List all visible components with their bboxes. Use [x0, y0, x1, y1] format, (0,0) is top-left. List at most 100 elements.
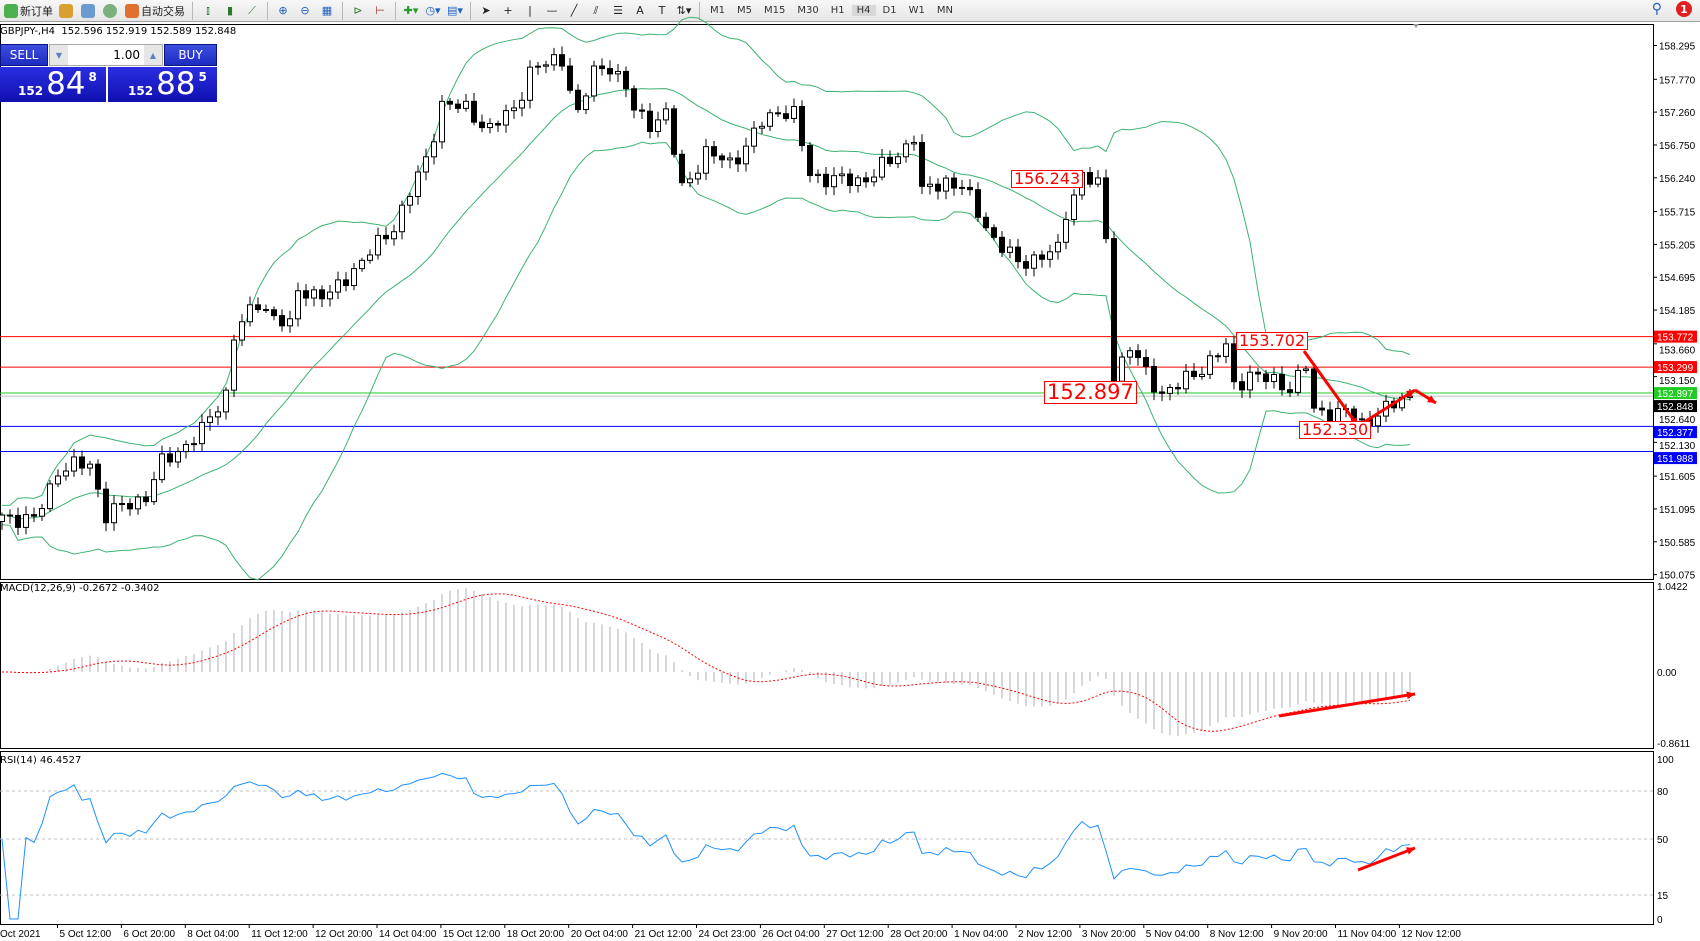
candle-bear — [479, 121, 485, 129]
horizontal-line-icon[interactable]: — — [546, 4, 558, 17]
candle-bull — [1055, 241, 1061, 253]
bar-chart-button[interactable]: ⫾ — [206, 3, 210, 17]
trendline-icon[interactable]: ╱ — [570, 4, 578, 17]
candle-bull — [183, 444, 189, 453]
level-tag-text: 152.377 — [1657, 428, 1694, 439]
candle-bear — [567, 65, 573, 91]
level-tag-text: 153.772 — [1657, 333, 1694, 344]
auto-trading-button[interactable]: 自动交易 — [123, 2, 187, 20]
time-tick-label: 14 Oct 04:00 — [379, 929, 437, 940]
timeframe-h4[interactable]: H4 — [851, 5, 876, 16]
candle-bear — [1111, 238, 1117, 382]
lot-value[interactable]: 1.00 — [113, 48, 140, 62]
candle-bull — [551, 54, 557, 66]
periods-clock-icon[interactable]: ◷▾ — [425, 4, 441, 17]
candle-bull — [943, 177, 949, 192]
tile-windows-icon[interactable]: ▦ — [321, 4, 333, 17]
price-label-152-330[interactable]: 152.330 — [1299, 421, 1372, 439]
pane-border — [0, 751, 1654, 925]
timeframe-d1[interactable]: D1 — [882, 5, 897, 16]
text-label-icon[interactable]: T — [658, 4, 666, 17]
candlestick-button[interactable]: ▮ — [226, 4, 234, 17]
zoom-out-icon[interactable]: ⊖ — [300, 4, 310, 17]
candle-bear — [1135, 350, 1141, 359]
time-tick-label: 21 Oct 12:00 — [635, 929, 693, 940]
candle-bear — [15, 514, 21, 528]
timeframe-w1[interactable]: W1 — [908, 5, 925, 16]
timeframe-mn[interactable]: MN — [936, 5, 953, 16]
timeframe-m15[interactable]: M15 — [764, 5, 786, 16]
candle-bear — [1231, 343, 1237, 383]
fibonacci-icon[interactable]: ☰ — [613, 4, 623, 17]
pane-frames — [0, 24, 1654, 925]
lot-increase-icon[interactable]: ▲ — [144, 45, 162, 65]
price-label-156-243[interactable]: 156.243 — [1011, 170, 1084, 188]
sell-price[interactable]: 152 84 8 — [0, 67, 106, 102]
candle-bull — [1207, 355, 1213, 375]
buy-button[interactable]: BUY — [164, 44, 217, 66]
level-tag — [1654, 426, 1697, 439]
arrows-icon[interactable]: ⇅▾ — [676, 4, 692, 17]
bollinger-middle — [1, 88, 1411, 520]
candle-bear — [671, 108, 677, 155]
sell-button[interactable]: SELL — [0, 44, 48, 66]
level-tag — [1654, 330, 1697, 343]
vertical-line-icon[interactable]: | — [528, 4, 532, 17]
timeframe-m5[interactable]: M5 — [737, 5, 752, 16]
timeframe-m1[interactable]: M1 — [710, 5, 725, 16]
text-icon[interactable]: A — [636, 4, 644, 17]
rsi-tick-label: 0 — [1657, 915, 1663, 926]
axes: 158.295 157.770 157.260 156.750 156.240 155.7… — [0, 24, 1697, 940]
rsi-pane — [0, 772, 1653, 920]
price-tick-label: 157.260 — [1659, 108, 1696, 119]
candle-bull — [391, 231, 397, 240]
zoom-in-icon[interactable]: ⊕ — [278, 4, 288, 17]
candle-bull — [1119, 356, 1125, 382]
new-order-button[interactable]: 新订单 — [2, 2, 55, 20]
price-tick-label: 150.585 — [1659, 538, 1696, 549]
candle-bear — [847, 173, 853, 187]
buy-price[interactable]: 152 88 5 — [108, 67, 217, 102]
down-arrow — [1302, 350, 1360, 427]
autoscroll-icon[interactable]: ⊳ — [353, 4, 363, 17]
signals-button[interactable] — [101, 2, 121, 20]
indicators-icon[interactable]: ✚▾ — [403, 4, 419, 17]
search-icon[interactable]: ⚲ — [1651, 1, 1662, 17]
time-tick-label: 12 Oct 20:00 — [315, 929, 373, 940]
templates-icon[interactable]: ▤▾ — [447, 4, 463, 17]
chart-shift-icon[interactable]: ⊢ — [375, 4, 385, 17]
price-label-153-702[interactable]: 153.702 — [1236, 332, 1309, 350]
lot-decrease-icon[interactable]: ▼ — [50, 45, 68, 65]
lot-size-input[interactable]: ▼ 1.00 ▲ — [49, 44, 163, 66]
channel-icon[interactable]: ⫽ — [593, 3, 599, 17]
candle-bear — [471, 100, 477, 123]
market-watch-button[interactable] — [57, 2, 77, 20]
history-button[interactable] — [79, 2, 99, 20]
candle-bull — [767, 112, 773, 127]
auto-trading-icon — [125, 3, 139, 18]
crosshair-icon[interactable]: + — [503, 4, 513, 17]
buy-price-big: 88 — [156, 66, 196, 102]
line-chart-button[interactable]: ⟋ — [248, 3, 256, 17]
candle-bear — [807, 145, 813, 177]
price-tick-label: 154.185 — [1659, 306, 1696, 317]
price-label-152-897[interactable]: 152.897 — [1044, 381, 1137, 404]
cursor-icon[interactable]: ➤ — [481, 4, 491, 17]
candle-bull — [535, 65, 541, 68]
macd-up-arrow-head — [1406, 691, 1415, 700]
rsi-tick-label: 80 — [1657, 787, 1669, 798]
candle-bull — [687, 178, 693, 184]
candle-bull — [1223, 343, 1229, 357]
candle-bull — [111, 503, 117, 524]
time-tick-label: 11 Nov 04:00 — [1338, 929, 1397, 940]
timeframe-h1[interactable]: H1 — [830, 5, 845, 16]
candle-bull — [231, 339, 237, 391]
candle-bear — [143, 496, 149, 503]
price-tick-label: 157.770 — [1659, 75, 1696, 86]
candle-bull — [1031, 254, 1037, 269]
notification-badge[interactable]: 1 — [1676, 1, 1692, 17]
timeframe-m30[interactable]: M30 — [797, 5, 819, 16]
candle-bull — [1375, 415, 1381, 427]
candle-bull — [695, 172, 701, 180]
